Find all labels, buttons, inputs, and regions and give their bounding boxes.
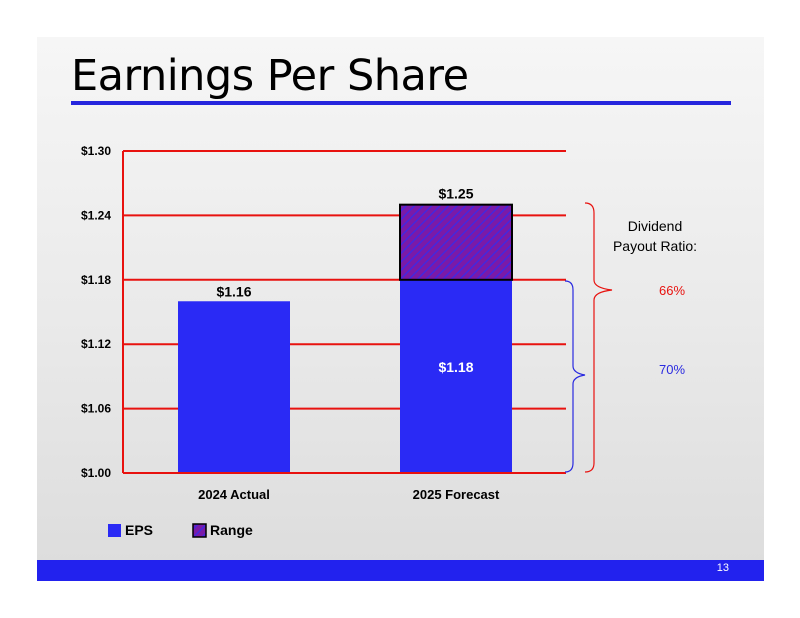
- x-tick-label: 2024 Actual: [198, 487, 270, 502]
- y-tick-label: $1.18: [81, 273, 111, 287]
- title-underline: [71, 101, 731, 105]
- data-label-eps-2024: $1.16: [216, 283, 251, 299]
- y-tick-label: $1.06: [81, 402, 111, 416]
- legend-swatch-range: [192, 523, 207, 538]
- eps-bar: [400, 279, 512, 473]
- data-label-range-top: $1.25: [438, 186, 473, 202]
- payout-value-70: 70%: [659, 362, 685, 377]
- eps-bar: [178, 301, 290, 473]
- payout-brace-70: [564, 280, 586, 473]
- legend-label-range: Range: [210, 522, 253, 538]
- legend-swatch-eps: [108, 524, 121, 537]
- range-bar: [399, 203, 513, 281]
- x-tick-label: 2025 Forecast: [413, 487, 500, 502]
- y-tick-label: $1.12: [81, 337, 111, 351]
- payout-label: Dividend: [628, 218, 682, 234]
- payout-label: Payout Ratio:: [613, 238, 697, 254]
- data-label-eps-2025: $1.18: [438, 359, 473, 375]
- y-tick-label: $1.00: [81, 466, 111, 480]
- payout-brace-66: [584, 202, 613, 473]
- page-number: 13: [716, 562, 729, 574]
- footer-bar: [37, 560, 764, 581]
- y-tick-label: $1.24: [81, 208, 111, 222]
- payout-value-66: 66%: [659, 283, 685, 298]
- legend-label-eps: EPS: [125, 522, 153, 538]
- page-title: Earnings Per Share: [71, 51, 469, 101]
- y-tick-label: $1.30: [81, 144, 111, 158]
